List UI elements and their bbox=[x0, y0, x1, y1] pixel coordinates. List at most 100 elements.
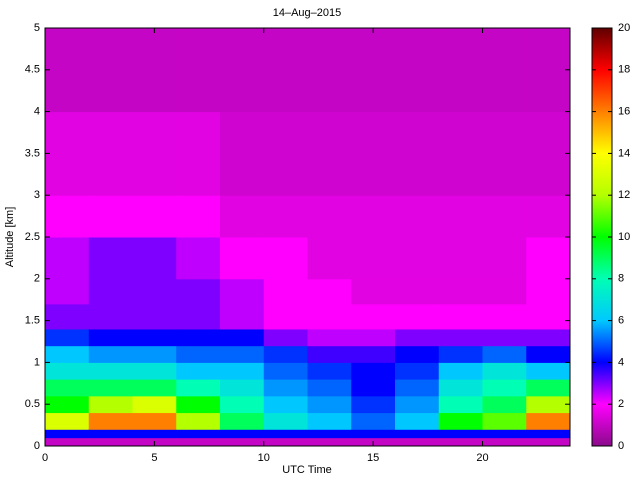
heatmap-cell bbox=[263, 429, 308, 439]
heatmap-cell bbox=[438, 437, 483, 447]
heatmap-cell bbox=[263, 412, 308, 430]
heatmap-cell bbox=[132, 111, 177, 196]
heatmap-cell bbox=[351, 345, 396, 363]
heatmap-cell bbox=[263, 303, 308, 330]
y-tick-label: 3 bbox=[34, 189, 40, 201]
heatmap-cell bbox=[438, 111, 483, 196]
heatmap-cell bbox=[45, 195, 90, 238]
heatmap-cell bbox=[220, 278, 265, 305]
heatmap-cell bbox=[526, 362, 571, 380]
heatmap-cell bbox=[351, 237, 396, 280]
heatmap-cell bbox=[307, 328, 352, 347]
x-tick-label: 0 bbox=[42, 452, 48, 464]
heatmap-cell bbox=[176, 437, 221, 447]
heatmap-cell bbox=[395, 362, 440, 380]
colorbar-tick-label: 0 bbox=[618, 440, 624, 452]
y-tick-label: 4.5 bbox=[25, 64, 40, 76]
heatmap-cell bbox=[45, 303, 90, 330]
heatmap-cell bbox=[45, 395, 90, 414]
heatmap-cell bbox=[88, 303, 133, 330]
heatmap-cell bbox=[132, 237, 177, 280]
heatmap-cell bbox=[220, 328, 265, 347]
heatmap-cell bbox=[438, 395, 483, 414]
heatmap-cell bbox=[438, 429, 483, 439]
heatmap-cell bbox=[220, 111, 265, 196]
heatmap-cell bbox=[88, 278, 133, 305]
heatmap-cell bbox=[395, 28, 440, 113]
heatmap-cell bbox=[88, 395, 133, 414]
heatmap-cell bbox=[220, 345, 265, 363]
heatmap-cell bbox=[220, 429, 265, 439]
x-tick-label: 10 bbox=[258, 452, 270, 464]
heatmap-cell bbox=[263, 195, 308, 238]
colorbar-tick-label: 2 bbox=[618, 398, 624, 410]
heatmap-cell bbox=[220, 437, 265, 447]
heatmap-cell bbox=[132, 379, 177, 397]
heatmap-cell bbox=[176, 395, 221, 414]
heatmap-cell bbox=[395, 303, 440, 330]
heatmap-cell bbox=[132, 429, 177, 439]
heatmap-cell bbox=[176, 429, 221, 439]
heatmap-cell bbox=[132, 328, 177, 347]
heatmap-cell bbox=[263, 237, 308, 280]
heatmap-cell bbox=[526, 328, 571, 347]
heatmap-cell bbox=[482, 195, 527, 238]
heatmap-cell bbox=[482, 278, 527, 305]
heatmap-cell bbox=[220, 412, 265, 430]
heatmap-cell bbox=[526, 111, 571, 196]
heatmap-cell bbox=[220, 395, 265, 414]
heatmap-cell bbox=[220, 195, 265, 238]
heatmap-cell bbox=[307, 379, 352, 397]
heatmap-cell bbox=[88, 429, 133, 439]
heatmap-cell bbox=[88, 328, 133, 347]
heatmap-cell bbox=[482, 328, 527, 347]
heatmap-cell bbox=[45, 237, 90, 280]
heatmap-cell bbox=[45, 437, 90, 447]
heatmap-cell bbox=[438, 412, 483, 430]
heatmap-cell bbox=[263, 379, 308, 397]
heatmap-cell bbox=[438, 278, 483, 305]
heatmap-cell bbox=[351, 28, 396, 113]
heatmap-cell bbox=[482, 412, 527, 430]
heatmap-cell bbox=[307, 237, 352, 280]
heatmap-cell bbox=[132, 395, 177, 414]
heatmap-cell bbox=[88, 412, 133, 430]
heatmap-cell bbox=[351, 362, 396, 380]
y-tick-label: 4 bbox=[34, 106, 40, 118]
heatmap-cell bbox=[263, 437, 308, 447]
heatmap-cell bbox=[263, 395, 308, 414]
heatmap-cell bbox=[88, 195, 133, 238]
heatmap-cell bbox=[45, 412, 90, 430]
heatmap-cell bbox=[438, 379, 483, 397]
heatmap-cell bbox=[438, 362, 483, 380]
heatmap-cell bbox=[176, 195, 221, 238]
chart-title: 14–Aug–2015 bbox=[273, 7, 342, 19]
heatmap-cell bbox=[45, 345, 90, 363]
heatmap-cell bbox=[88, 379, 133, 397]
colorbar-tick-label: 6 bbox=[618, 315, 624, 327]
heatmap-cell bbox=[395, 195, 440, 238]
x-tick-label: 20 bbox=[476, 452, 488, 464]
heatmap-cell bbox=[395, 395, 440, 414]
heatmap-cell bbox=[45, 379, 90, 397]
heatmap-cell bbox=[526, 278, 571, 305]
heatmap-cell bbox=[482, 362, 527, 380]
heatmap-cell bbox=[307, 437, 352, 447]
heatmap-cell bbox=[132, 362, 177, 380]
heatmap-cell bbox=[351, 429, 396, 439]
heatmap-cell bbox=[176, 328, 221, 347]
heatmap-cell bbox=[482, 345, 527, 363]
heatmap-cell bbox=[88, 111, 133, 196]
heatmap-cell bbox=[45, 111, 90, 196]
heatmap-cell bbox=[351, 379, 396, 397]
heatmap-cell bbox=[395, 437, 440, 447]
heatmap-cell bbox=[351, 303, 396, 330]
colorbar-tick-label: 8 bbox=[618, 273, 624, 285]
heatmap-cell bbox=[438, 345, 483, 363]
heatmap-cell bbox=[438, 328, 483, 347]
heatmap-cell bbox=[132, 278, 177, 305]
heatmap-cell bbox=[438, 195, 483, 238]
heatmap-cell bbox=[482, 379, 527, 397]
heatmap-cell bbox=[45, 362, 90, 380]
x-tick-label: 15 bbox=[367, 452, 379, 464]
